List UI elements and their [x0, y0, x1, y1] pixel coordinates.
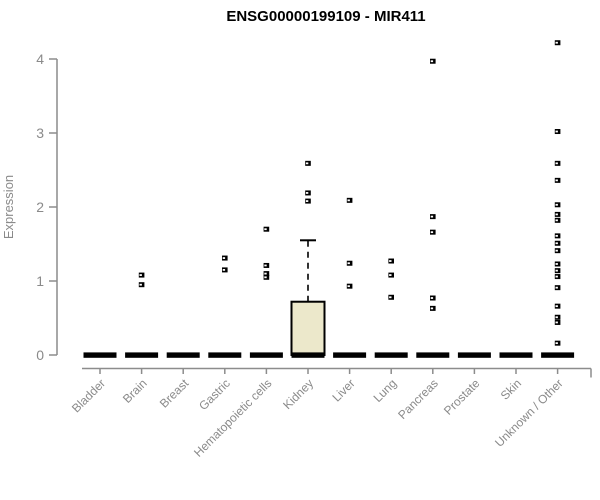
- median-bar: [374, 352, 408, 358]
- x-tick-label: Skin: [498, 376, 524, 402]
- outlier-point-notch: [305, 162, 309, 165]
- outlier-point-notch: [430, 215, 434, 218]
- median-bar: [291, 352, 325, 358]
- median-bar: [249, 352, 283, 358]
- outlier-point-notch: [555, 286, 558, 289]
- x-tick-label: Bladder: [69, 376, 108, 415]
- median-bar: [166, 352, 200, 358]
- x-tick-label: Breast: [157, 376, 192, 411]
- outlier-point-notch: [430, 231, 434, 234]
- outlier-point-notch: [139, 283, 142, 286]
- outlier-point-notch: [555, 219, 558, 222]
- outlier-point-notch: [347, 262, 350, 265]
- y-tick-label: 3: [36, 125, 44, 141]
- outlier-points: [138, 40, 561, 346]
- outlier-point-notch: [555, 263, 558, 265]
- y-axis: 0 1 2 3 4: [36, 51, 58, 363]
- median-bar: [83, 352, 117, 358]
- y-tick-label: 2: [36, 199, 44, 215]
- outlier-point-notch: [555, 305, 558, 308]
- outlier-point-notch: [555, 41, 558, 44]
- median-bar: [416, 352, 450, 358]
- outlier-point-notch: [347, 285, 350, 288]
- outlier-point-notch: [264, 264, 267, 267]
- median-bar: [541, 352, 575, 358]
- x-tick-label: Pancreas: [395, 376, 441, 422]
- x-tick-label: Brain: [120, 376, 150, 406]
- x-tick-label: Lung: [371, 376, 400, 405]
- outlier-point-notch: [222, 269, 226, 271]
- outlier-point-notch: [389, 260, 392, 262]
- box-whisker-group: [290, 239, 326, 356]
- outlier-point-notch: [555, 179, 558, 182]
- x-tick-label: Liver: [329, 376, 357, 404]
- median-bar: [457, 352, 491, 358]
- box: [290, 300, 326, 356]
- outlier-point-notch: [389, 296, 392, 299]
- outlier-point-notch: [555, 321, 558, 324]
- x-tick-label: Prostate: [441, 376, 483, 418]
- outlier-point-notch: [347, 199, 350, 202]
- outlier-point-notch: [139, 274, 142, 276]
- median-bar: [125, 352, 159, 358]
- y-tick-label: 1: [36, 273, 44, 289]
- outlier-point-notch: [555, 269, 558, 272]
- median-bar: [208, 352, 242, 358]
- outlier-point-notch: [264, 276, 267, 279]
- y-tick-label: 4: [36, 51, 44, 67]
- outlier-point-notch: [555, 275, 558, 278]
- outlier-point-notch: [264, 228, 267, 231]
- median-bar: [333, 352, 367, 358]
- outlier-point-notch: [555, 342, 558, 345]
- x-tick-label: Kidney: [280, 376, 316, 412]
- median-bars: [83, 352, 575, 358]
- outlier-point-notch: [555, 203, 558, 206]
- outlier-point-notch: [264, 272, 267, 275]
- outlier-point-notch: [430, 60, 434, 63]
- outlier-point-notch: [305, 192, 309, 194]
- outlier-point-notch: [555, 213, 558, 216]
- outlier-point-notch: [555, 162, 558, 165]
- outlier-point-notch: [555, 242, 558, 245]
- outlier-point-notch: [305, 200, 309, 202]
- outlier-point-notch: [555, 316, 558, 319]
- outlier-point-notch: [430, 297, 434, 299]
- y-tick-label: 0: [36, 347, 44, 363]
- outlier-point-notch: [430, 307, 434, 310]
- outlier-point-notch: [389, 274, 392, 276]
- chart-title: ENSG00000199109 - MIR411: [226, 8, 425, 25]
- outlier-point-notch: [555, 249, 558, 252]
- outlier-point-notch: [222, 257, 226, 259]
- outlier-point-notch: [555, 130, 558, 133]
- x-tick-label: Gastric: [196, 376, 233, 413]
- outlier-point-notch: [555, 234, 558, 237]
- x-tick-label: Hematopoietic cells: [191, 376, 274, 459]
- y-axis-label: Expression: [1, 175, 16, 239]
- median-bar: [499, 352, 533, 358]
